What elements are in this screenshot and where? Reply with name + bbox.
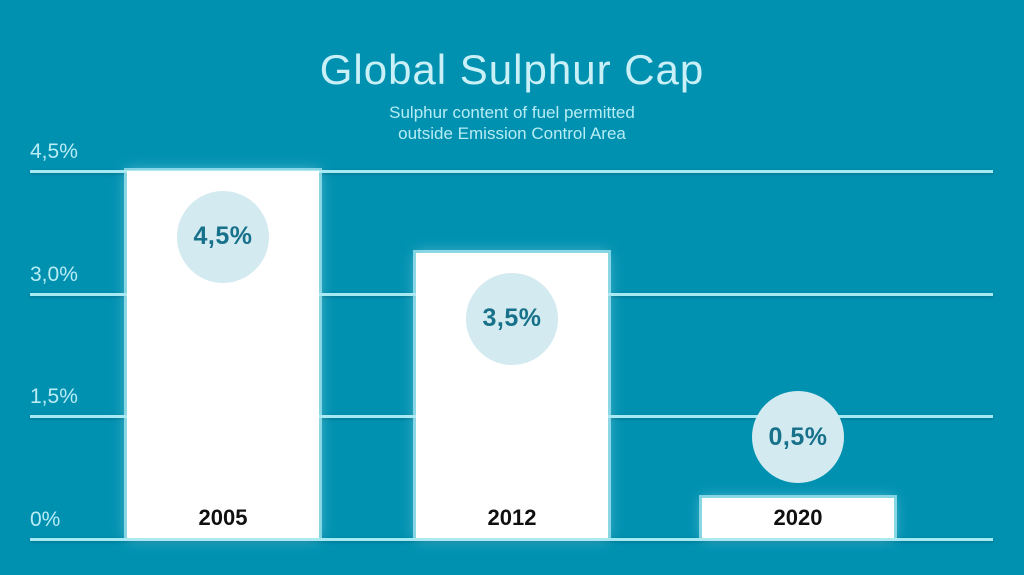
value-badge-2020: 0,5% <box>752 391 844 484</box>
y-axis-tick-label: 3,0% <box>30 262 78 286</box>
chart-subtitle-line2: outside Emission Control Area <box>398 124 626 144</box>
y-axis-tick-label: 4,5% <box>30 139 78 163</box>
chart-title: Global Sulphur Cap <box>319 46 705 93</box>
chart-subtitle: Sulphur content of fuel permitted outsid… <box>0 102 1024 145</box>
value-badge-2005: 4,5% <box>177 190 269 283</box>
bar-year-label: 2020 <box>773 504 823 530</box>
gridline-0 <box>30 538 993 541</box>
bar-year-label: 2012 <box>487 504 537 530</box>
chart-subtitle-line1: Sulphur content of fuel permitted <box>389 103 635 122</box>
bar-2020: 2020 <box>702 498 894 538</box>
value-badge-2012: 3,5% <box>466 272 558 365</box>
y-axis-tick-label: 0% <box>30 508 61 531</box>
bar-year-label: 2005 <box>198 504 248 530</box>
gridline-4-5 <box>30 169 993 173</box>
y-axis-tick-label: 1,5% <box>30 385 78 409</box>
